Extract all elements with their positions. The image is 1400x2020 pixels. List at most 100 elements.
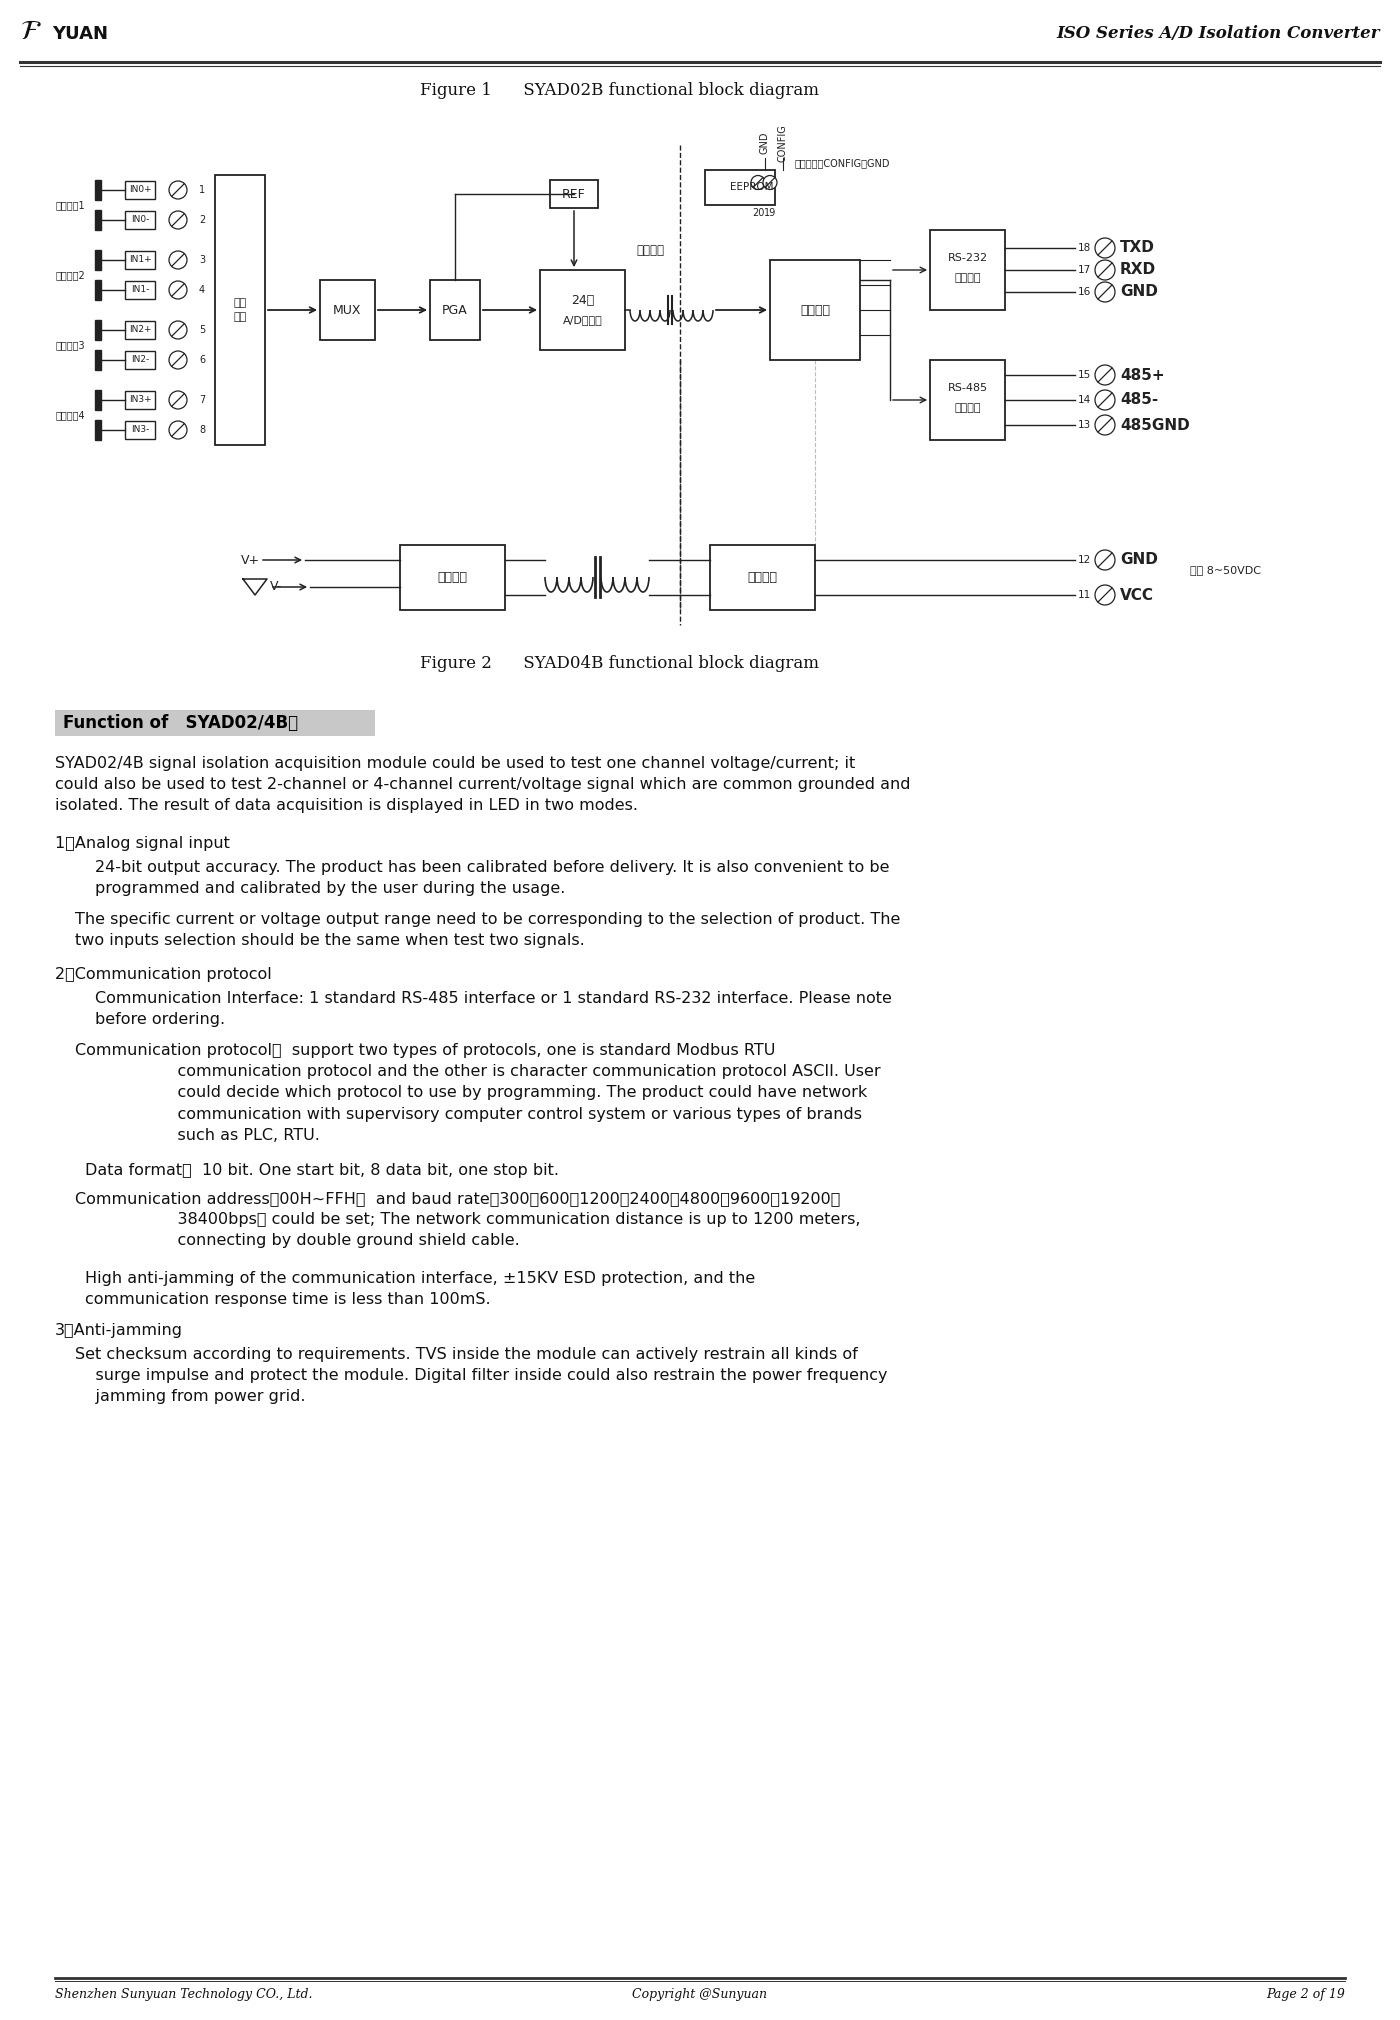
Text: RS-485: RS-485: [948, 384, 987, 394]
Text: 17: 17: [1078, 265, 1091, 275]
Text: Figure 1      SYAD02B functional block diagram: Figure 1 SYAD02B functional block diagra…: [420, 83, 819, 99]
Text: 微处理器: 微处理器: [799, 303, 830, 317]
Text: Data format：  10 bit. One start bit, 8 data bit, one stop bit.: Data format： 10 bit. One start bit, 8 da…: [85, 1164, 559, 1178]
Bar: [95, 210, 101, 230]
Bar: [95, 390, 101, 410]
Circle shape: [1095, 586, 1114, 606]
Text: RXD: RXD: [1120, 263, 1156, 277]
Text: 12: 12: [1078, 556, 1091, 566]
Text: V+: V+: [241, 553, 260, 566]
Text: 14: 14: [1078, 396, 1091, 404]
Circle shape: [1095, 238, 1114, 259]
Text: 485-: 485-: [1120, 392, 1158, 408]
Text: 24位: 24位: [571, 293, 594, 307]
Text: 4: 4: [199, 285, 204, 295]
Text: IN3-: IN3-: [130, 426, 150, 434]
Bar: [125, 182, 155, 200]
Bar: [125, 351, 155, 370]
Text: 接口电路: 接口电路: [955, 404, 981, 412]
Circle shape: [169, 250, 188, 269]
Text: 2: 2: [199, 214, 206, 224]
Text: 3、Anti-jamming: 3、Anti-jamming: [55, 1323, 183, 1337]
Text: REF: REF: [563, 188, 585, 200]
Text: 输入通道4: 输入通道4: [56, 410, 85, 420]
Text: 输入通道2: 输入通道2: [55, 271, 85, 281]
Text: The specific current or voltage output range need to be corresponding to the sel: The specific current or voltage output r…: [76, 911, 900, 947]
Text: MUX: MUX: [333, 303, 361, 317]
Text: IN0-: IN0-: [130, 216, 150, 224]
Text: Page 2 of 19: Page 2 of 19: [1266, 1988, 1345, 2002]
Text: GND: GND: [1120, 285, 1158, 299]
Bar: [125, 321, 155, 339]
Circle shape: [1095, 390, 1114, 410]
Text: 滤波电路: 滤波电路: [437, 572, 468, 584]
Circle shape: [1095, 414, 1114, 434]
Text: 11: 11: [1078, 590, 1091, 600]
Text: 7: 7: [199, 396, 206, 404]
Text: 485+: 485+: [1120, 368, 1165, 382]
Text: ISO Series A/D Isolation Converter: ISO Series A/D Isolation Converter: [1057, 24, 1380, 42]
Bar: [125, 210, 155, 228]
Text: 接口电路: 接口电路: [955, 273, 981, 283]
Circle shape: [1095, 366, 1114, 386]
Bar: [706, 170, 776, 204]
Text: Communication address（00H~FFH）  and baud rate（300、600、1200、2400、4800、9600、19200、: Communication address（00H~FFH） and baud …: [76, 1192, 861, 1248]
Text: CONFIG: CONFIG: [778, 123, 788, 162]
Circle shape: [1095, 261, 1114, 281]
Bar: [550, 180, 598, 208]
Circle shape: [763, 176, 777, 190]
Text: 隔离电路: 隔离电路: [636, 244, 664, 257]
Text: 输入
电路: 输入 电路: [234, 299, 246, 321]
Text: IN2+: IN2+: [129, 325, 151, 335]
Text: 配置时短接CONFIG到GND: 配置时短接CONFIG到GND: [795, 158, 890, 168]
Bar: [125, 420, 155, 438]
Text: 5: 5: [199, 325, 206, 335]
Text: 8: 8: [199, 424, 204, 434]
Text: 3: 3: [199, 255, 204, 265]
Text: Communication protocol：  support two types of protocols, one is standard Modbus : Communication protocol： support two type…: [76, 1042, 881, 1143]
Text: 电源电路: 电源电路: [748, 572, 777, 584]
Circle shape: [750, 176, 764, 190]
Circle shape: [169, 392, 188, 408]
Text: 1: 1: [199, 186, 204, 196]
Text: GND: GND: [1120, 553, 1158, 568]
Text: 2、Communication protocol: 2、Communication protocol: [55, 968, 272, 982]
Bar: [430, 281, 480, 339]
Text: Shenzhen Sunyuan Technology CO., Ltd.: Shenzhen Sunyuan Technology CO., Ltd.: [55, 1988, 312, 2002]
Bar: [95, 281, 101, 301]
Bar: [540, 271, 624, 349]
Bar: [125, 281, 155, 299]
Text: 19: 19: [764, 208, 776, 218]
Text: VCC: VCC: [1120, 588, 1154, 602]
Text: High anti-jamming of the communication interface, ±15KV ESD protection, and the
: High anti-jamming of the communication i…: [85, 1271, 755, 1307]
Text: Function of   SYAD02/4B：: Function of SYAD02/4B：: [63, 713, 298, 731]
Text: IN2-: IN2-: [130, 356, 150, 364]
Circle shape: [169, 210, 188, 228]
Bar: [125, 392, 155, 408]
Circle shape: [169, 281, 188, 299]
Text: SYAD02/4B signal isolation acquisition module could be used to test one channel : SYAD02/4B signal isolation acquisition m…: [55, 755, 910, 814]
Bar: [55, 709, 375, 735]
Bar: [400, 545, 505, 610]
Text: PGA: PGA: [442, 303, 468, 317]
Bar: [710, 545, 815, 610]
Text: A/D转换器: A/D转换器: [563, 315, 602, 325]
Text: YUAN: YUAN: [52, 24, 108, 42]
Text: Figure 2      SYAD04B functional block diagram: Figure 2 SYAD04B functional block diagra…: [420, 654, 819, 673]
Text: 24-bit output accuracy. The product has been calibrated before delivery. It is a: 24-bit output accuracy. The product has …: [95, 861, 889, 897]
Text: Set checksum according to requirements. TVS inside the module can actively restr: Set checksum according to requirements. …: [76, 1347, 888, 1404]
Text: $\mathcal{F}$: $\mathcal{F}$: [20, 18, 42, 44]
Text: 电源 8~50VDC: 电源 8~50VDC: [1190, 566, 1261, 576]
Text: 20: 20: [752, 208, 764, 218]
Text: V-: V-: [270, 580, 283, 594]
Text: 13: 13: [1078, 420, 1091, 430]
Bar: [95, 250, 101, 271]
Circle shape: [169, 351, 188, 370]
Bar: [930, 230, 1005, 309]
Circle shape: [1095, 549, 1114, 570]
Text: IN1-: IN1-: [130, 285, 150, 295]
Text: 18: 18: [1078, 242, 1091, 252]
Text: 15: 15: [1078, 370, 1091, 380]
Circle shape: [169, 321, 188, 339]
Bar: [95, 349, 101, 370]
